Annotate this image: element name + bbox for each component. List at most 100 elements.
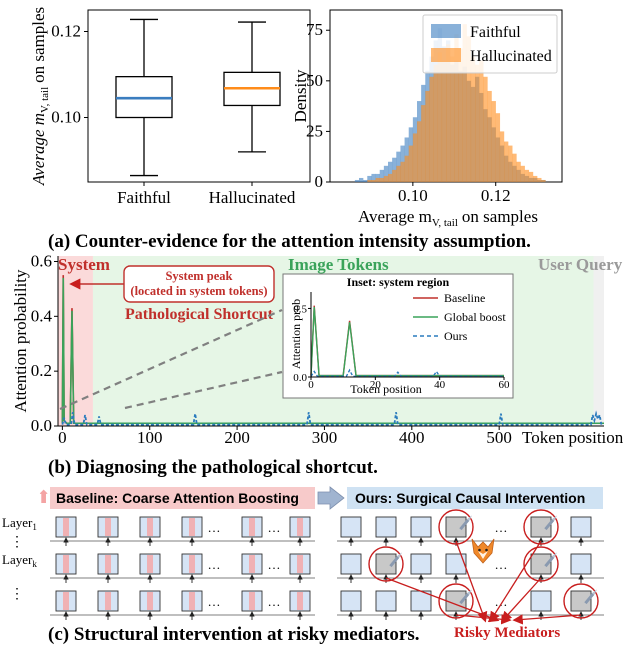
risky-mediator-circle-3 (523, 546, 559, 582)
histogram-xlabel-tail: on samples (462, 207, 538, 226)
histogram-ticks: 0.10 0.12 0 25 50 75 (306, 20, 511, 205)
risky-arrow-4 (455, 614, 512, 625)
hist-bar-1-28 (470, 56, 476, 182)
scalpel-icon (459, 589, 473, 605)
attn-ytick-label-2: 0.4 (31, 306, 53, 325)
baseline-hdots-b-2: … (268, 594, 281, 609)
banner-arrow-icon (317, 486, 345, 510)
inset-xtick-label-2: 40 (434, 379, 446, 391)
boxplot-frame (87, 9, 311, 183)
baseline-boost-0-4 (249, 518, 255, 536)
hist-bar-1-35 (499, 131, 505, 182)
zoom-line-upper (59, 308, 283, 411)
hist-bar-0-0 (354, 179, 360, 182)
baseline-boost-2-4 (249, 592, 255, 610)
histogram-xlabel: Average mV, tail on samples (358, 207, 538, 229)
hist-bar-0-8 (388, 161, 393, 182)
scalpel-blade (467, 515, 473, 521)
hist-bar-1-41 (524, 169, 530, 182)
ours-block-0-3 (445, 516, 467, 538)
risky-arrow-2 (385, 577, 500, 623)
region-user-query (593, 256, 604, 426)
pathological-shortcut-label: Pathological Shortcut (125, 306, 274, 323)
xtick-label-1: Hallucinated (209, 188, 296, 207)
hist-bar-0-3 (367, 175, 372, 182)
hist-bar-1-36 (504, 141, 509, 182)
layer-1-label: Layer1 (2, 515, 37, 532)
ours-block-2-1 (375, 590, 397, 612)
baseline-boost-0-1 (105, 518, 111, 536)
ytick-label-0: 0.10 (51, 108, 81, 127)
attn-xtick-label-4: 400 (399, 428, 425, 447)
zoom-line-lower (124, 370, 283, 410)
baseline-boost-1-1 (105, 555, 111, 573)
risky-mediator-circle-4 (438, 583, 474, 619)
system-peak-line1: System peak (165, 269, 232, 283)
legend-swatch-faithful (431, 24, 461, 38)
baseline-boost-0-5 (297, 518, 303, 536)
scalpel-handle (459, 593, 470, 605)
hist-bar-1-17 (425, 90, 430, 182)
hist-bar-1-4 (371, 179, 376, 182)
baseline-boost-0-0 (63, 518, 69, 536)
inset-ytick-label-0: 0.0 (293, 372, 307, 384)
up-arrow-icon: ⬆ (36, 487, 51, 507)
boxplot-ticks: Faithful Hallucinated 0.10 0.12 (51, 22, 296, 208)
risky-mediator-circle-1 (523, 509, 559, 545)
attn-ytick-label-1: 0.2 (31, 361, 52, 380)
hist-bar-1-16 (421, 105, 426, 182)
hist-bar-1-7 (383, 175, 389, 182)
hist-bar-0-4 (371, 173, 376, 182)
region-label-user: User Query (538, 255, 623, 274)
histogram-legend: Faithful Hallucinated (422, 14, 558, 74)
attn-ytick-label-0: 0.0 (31, 416, 52, 435)
ours-banner (347, 487, 603, 509)
hist-bar-1-38 (512, 153, 517, 182)
caption-c: (c) Structural intervention at risky med… (48, 624, 420, 645)
ours-hdots-1: … (495, 557, 508, 572)
fox-icon (471, 538, 495, 564)
ours-block-1-3 (445, 553, 467, 575)
ours-block-0-0 (340, 516, 362, 538)
ours-block-0-5 (530, 516, 552, 538)
attn-xtick-label-3: 300 (312, 428, 338, 447)
hist-bar-1-42 (528, 171, 534, 182)
inset-xtick-label-1: 20 (370, 379, 382, 391)
inset-legend-ours: Ours (444, 329, 468, 343)
scalpel-icon (389, 552, 403, 568)
caption-a: (a) Counter-evidence for the attention i… (48, 231, 531, 252)
hist-bar-1-10 (396, 165, 401, 182)
baseline-boost-2-0 (63, 592, 69, 610)
baseline-boost-1-0 (63, 555, 69, 573)
hist-ytick-label-2: 50 (306, 71, 323, 90)
baseline-hdots-b-1: … (268, 557, 281, 572)
hist-bar-1-13 (408, 145, 414, 182)
hist-bar-1-3 (367, 179, 372, 182)
scalpel-handle (544, 519, 555, 531)
ours-banner-label: Ours: Surgical Causal Intervention (355, 490, 585, 506)
attention-series-ours (61, 410, 603, 426)
hist-bar-1-45 (541, 179, 546, 182)
scalpel-blade (592, 589, 598, 595)
baseline-hdots-a-2: … (208, 594, 221, 609)
scalpel-handle (389, 556, 400, 568)
scalpel-handle (544, 556, 555, 568)
inset-ytick-label-1: 0.5 (293, 303, 307, 315)
hist-bar-0-2 (363, 179, 368, 182)
system-peak-line2: (located in system tokens) (130, 284, 267, 298)
diagram-marks: ……………………… (50, 509, 604, 625)
hist-bar-1-31 (483, 76, 488, 182)
attention-xlabel: Token position (522, 428, 624, 447)
baseline-boost-1-4 (249, 555, 255, 573)
attn-ytick-label-3: 0.6 (31, 251, 52, 270)
baseline-boost-2-1 (105, 592, 111, 610)
boxplot-panel: Faithful Hallucinated 0.10 0.12 Average mV,… (29, 7, 311, 208)
ours-hdots-2: … (495, 594, 508, 609)
hist-bar-1-39 (516, 161, 521, 182)
hist-bar-0-6 (379, 169, 385, 182)
ours-block-1-2 (410, 553, 432, 575)
hist-bar-1-5 (375, 177, 380, 182)
layer-k-sub: k (32, 559, 37, 569)
